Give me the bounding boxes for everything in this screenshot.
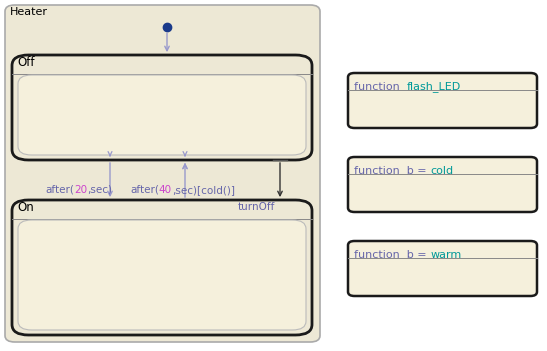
Text: On: On bbox=[18, 201, 34, 214]
FancyBboxPatch shape bbox=[18, 220, 306, 330]
FancyBboxPatch shape bbox=[18, 75, 306, 155]
Text: cold: cold bbox=[430, 166, 453, 176]
FancyBboxPatch shape bbox=[348, 157, 537, 212]
Text: turnOff: turnOff bbox=[238, 202, 275, 212]
Text: flash_LED: flash_LED bbox=[407, 81, 461, 92]
Text: function: function bbox=[354, 82, 407, 92]
FancyBboxPatch shape bbox=[348, 241, 537, 296]
FancyBboxPatch shape bbox=[5, 5, 320, 342]
FancyBboxPatch shape bbox=[12, 200, 312, 335]
Text: after(: after( bbox=[130, 185, 159, 195]
Text: function  b =: function b = bbox=[354, 166, 430, 176]
FancyBboxPatch shape bbox=[348, 73, 537, 128]
Text: warm: warm bbox=[430, 250, 461, 260]
Text: after(: after( bbox=[45, 185, 74, 195]
Text: ,sec)[cold()]: ,sec)[cold()] bbox=[172, 185, 235, 195]
Text: Heater: Heater bbox=[9, 7, 48, 17]
Text: 20: 20 bbox=[74, 185, 87, 195]
Text: ,sec): ,sec) bbox=[87, 185, 112, 195]
Text: Off: Off bbox=[18, 57, 35, 69]
Text: function  b =: function b = bbox=[354, 250, 430, 260]
Text: 40: 40 bbox=[159, 185, 172, 195]
FancyBboxPatch shape bbox=[12, 55, 312, 160]
